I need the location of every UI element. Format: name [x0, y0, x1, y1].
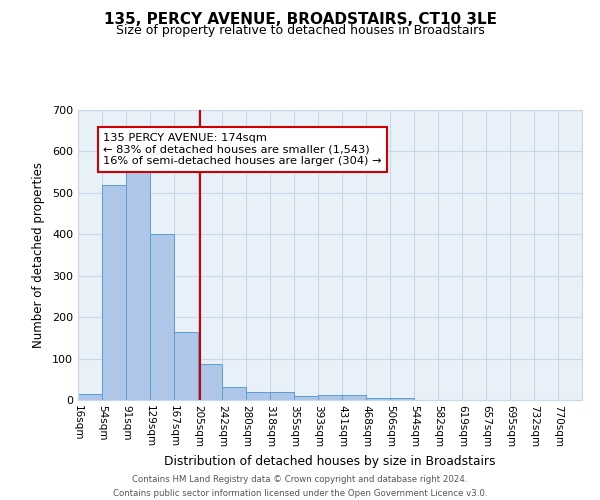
Bar [198, 364, 222, 400]
Bar [318, 394, 342, 400]
Text: Size of property relative to detached houses in Broadstairs: Size of property relative to detached ho… [116, 24, 484, 37]
Bar [294, 396, 318, 400]
Bar [222, 386, 246, 400]
Bar [150, 234, 174, 400]
Y-axis label: Number of detached properties: Number of detached properties [32, 162, 45, 348]
Bar [126, 160, 150, 400]
Bar [78, 394, 102, 400]
Text: 135, PERCY AVENUE, BROADSTAIRS, CT10 3LE: 135, PERCY AVENUE, BROADSTAIRS, CT10 3LE [104, 12, 497, 28]
Bar [366, 398, 390, 400]
Text: Contains HM Land Registry data © Crown copyright and database right 2024.
Contai: Contains HM Land Registry data © Crown c… [113, 476, 487, 498]
Bar [342, 394, 366, 400]
Bar [270, 392, 294, 400]
Text: 135 PERCY AVENUE: 174sqm
← 83% of detached houses are smaller (1,543)
16% of sem: 135 PERCY AVENUE: 174sqm ← 83% of detach… [103, 133, 382, 166]
Bar [246, 392, 270, 400]
Bar [102, 184, 126, 400]
Bar [174, 332, 198, 400]
X-axis label: Distribution of detached houses by size in Broadstairs: Distribution of detached houses by size … [164, 456, 496, 468]
Bar [390, 398, 414, 400]
